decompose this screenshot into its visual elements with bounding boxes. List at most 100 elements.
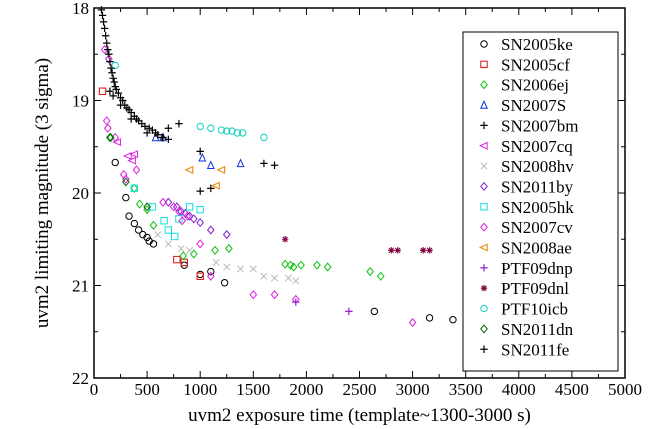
legend-item: SN2008ae	[478, 239, 572, 258]
series-ptf09dnl	[281, 236, 433, 254]
data-point	[185, 211, 194, 221]
data-point	[127, 156, 136, 165]
legend-item: SN2007cq	[478, 137, 573, 156]
data-point	[103, 123, 112, 133]
data-point	[237, 265, 245, 273]
data-point	[110, 78, 118, 86]
data-point	[196, 272, 204, 280]
data-point	[125, 212, 133, 220]
legend-label: SN2007bm	[501, 116, 578, 135]
data-point	[118, 96, 127, 105]
data-point	[164, 226, 173, 234]
data-point	[186, 246, 194, 254]
legend-label: PTF09dnl	[501, 279, 569, 298]
data-point	[270, 290, 279, 300]
data-point	[223, 127, 231, 135]
data-point	[217, 126, 226, 134]
data-point	[212, 258, 220, 266]
legend-label: PTF10icb	[501, 300, 568, 319]
legend-label: PTF09dnp	[501, 259, 573, 278]
data-point	[249, 290, 258, 300]
x-tick-label: 1000	[183, 380, 217, 399]
data-point	[143, 233, 151, 242]
x-axis-title: uvm2 exposure time (template~1300-3000 s…	[188, 405, 531, 426]
data-point	[281, 236, 289, 243]
legend-marker	[480, 285, 488, 292]
data-point	[169, 202, 178, 212]
series-sn2007bm	[164, 119, 279, 195]
y-axis-title: uvm2 limiting magnitude (3 sigma)	[32, 58, 53, 328]
data-point	[189, 214, 198, 224]
legend-item: SN2007S	[480, 96, 566, 115]
data-point	[102, 116, 111, 126]
plot-frame	[93, 7, 626, 379]
data-point	[135, 199, 144, 209]
data-point	[196, 205, 204, 214]
legend-item: SN2011dn	[480, 320, 574, 339]
x-tick-label: 0	[90, 380, 99, 399]
legend-marker	[480, 324, 488, 334]
series-sn2008hv	[154, 231, 300, 285]
data-point	[98, 11, 107, 20]
data-point	[111, 61, 119, 70]
data-point	[164, 240, 172, 248]
data-point	[207, 184, 215, 193]
legend-marker	[480, 121, 488, 130]
data-point	[196, 147, 204, 156]
legend-marker	[478, 243, 488, 252]
series-sn2005hk	[130, 184, 204, 241]
data-point	[132, 165, 141, 175]
legend-marker	[480, 203, 488, 211]
data-point	[122, 193, 130, 202]
data-point	[129, 150, 139, 159]
legend-marker	[480, 222, 488, 232]
data-point	[284, 274, 292, 282]
data-point	[108, 69, 116, 77]
data-point	[216, 165, 226, 174]
data-point	[127, 115, 135, 123]
legend-item: SN2007cv	[480, 218, 573, 237]
legend-marker	[480, 345, 488, 353]
data-point	[223, 263, 231, 271]
legend-item: SN2005hk	[480, 198, 574, 217]
x-tick-label: 2500	[343, 380, 377, 399]
data-point	[207, 267, 215, 276]
series-sn2005cf	[98, 87, 204, 280]
data-point	[164, 135, 173, 144]
legend-item: SN2005cf	[480, 55, 570, 74]
data-point	[160, 217, 168, 225]
data-point	[130, 219, 139, 228]
data-point	[109, 74, 117, 82]
data-point	[164, 197, 173, 207]
legend-marker	[480, 304, 488, 313]
data-point	[177, 244, 185, 253]
series-sn2007cq	[112, 138, 139, 165]
x-tick-label: 5000	[608, 380, 642, 399]
data-point	[189, 249, 198, 259]
data-point	[164, 124, 173, 132]
data-point	[111, 132, 120, 143]
data-point	[260, 133, 268, 142]
legend-item: SN2011by	[480, 177, 574, 196]
y-tick-label: 22	[72, 369, 89, 388]
x-tick-label: 4500	[555, 380, 589, 399]
data-point	[260, 159, 268, 168]
legend-marker	[480, 80, 488, 90]
data-point	[206, 225, 215, 235]
x-tick-label: 500	[134, 380, 160, 399]
data-point	[425, 314, 434, 322]
data-point	[101, 32, 110, 40]
data-point	[175, 206, 183, 217]
data-point	[292, 277, 300, 285]
data-point	[270, 161, 279, 169]
data-point	[292, 298, 300, 306]
data-point	[149, 220, 158, 230]
legend-label: SN2006ej	[501, 76, 569, 95]
legend-label: SN2007cv	[501, 218, 573, 237]
x-tick-label: 1500	[236, 380, 270, 399]
data-point	[270, 274, 279, 282]
legend-marker	[480, 60, 488, 69]
legend-marker	[480, 162, 488, 170]
